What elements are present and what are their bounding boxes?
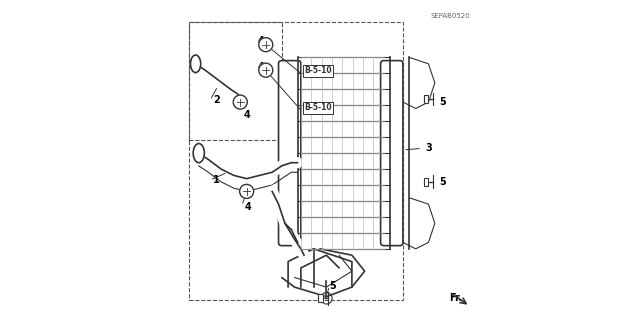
Circle shape [259, 38, 273, 52]
Bar [319, 294, 323, 302]
Circle shape [233, 95, 247, 109]
Text: 4: 4 [258, 36, 264, 47]
Text: 4: 4 [245, 202, 252, 212]
Bar [424, 95, 428, 103]
Text: 2: 2 [213, 95, 220, 106]
Text: 5: 5 [440, 97, 446, 107]
Text: SEPAB0520: SEPAB0520 [430, 13, 470, 19]
Text: 3: 3 [425, 143, 432, 153]
FancyBboxPatch shape [278, 61, 301, 246]
Text: B-5-10: B-5-10 [304, 66, 332, 75]
Ellipse shape [193, 144, 204, 163]
Bar [319, 294, 323, 302]
Circle shape [259, 63, 273, 77]
Bar [424, 95, 428, 103]
Text: 5: 5 [440, 177, 446, 187]
Ellipse shape [191, 55, 201, 73]
Circle shape [239, 184, 253, 198]
Text: B-5-10: B-5-10 [304, 103, 332, 112]
Text: Fr.: Fr. [449, 293, 462, 303]
Bar [424, 178, 428, 186]
Text: 4: 4 [258, 62, 264, 72]
Text: 4: 4 [243, 110, 250, 120]
Bar [424, 178, 428, 186]
Text: 1: 1 [213, 175, 220, 185]
Text: 5: 5 [330, 280, 336, 291]
FancyBboxPatch shape [381, 61, 403, 246]
